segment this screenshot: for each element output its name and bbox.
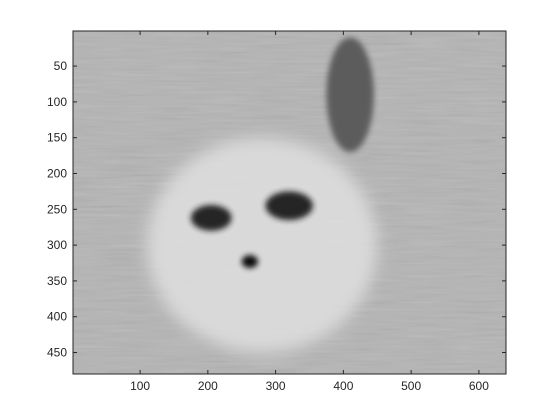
heatmap-image (73, 31, 506, 374)
right-dark-eye-patch (265, 191, 313, 221)
y-tick-label: 300 (47, 238, 67, 252)
x-axis: 100 200 300 400 500 600 (130, 31, 489, 393)
x-tick-label: 300 (266, 379, 286, 393)
bright-face-region (146, 137, 378, 353)
x-tick-label: 200 (198, 379, 218, 393)
y-tick-label: 150 (47, 131, 67, 145)
plot-frame (72, 30, 507, 375)
y-axis: 50 100 150 200 250 300 350 400 450 (47, 59, 506, 360)
x-tick-label: 400 (333, 379, 353, 393)
nose-dark-spot (241, 255, 258, 269)
y-tick-label: 350 (47, 274, 67, 288)
y-tick-label: 100 (47, 95, 67, 109)
y-tick-label: 250 (47, 202, 67, 216)
left-dark-eye-patch (190, 205, 232, 231)
x-tick-label: 100 (130, 379, 150, 393)
y-tick-label: 400 (47, 310, 67, 324)
y-tick-label: 200 (47, 166, 67, 180)
upper-right-dark-vertical-stripe (326, 37, 374, 153)
heatmap-features (146, 37, 378, 353)
y-tick-label: 450 (47, 346, 67, 360)
y-tick-label: 50 (54, 59, 68, 73)
x-tick-label: 600 (469, 379, 489, 393)
x-tick-label: 500 (401, 379, 421, 393)
